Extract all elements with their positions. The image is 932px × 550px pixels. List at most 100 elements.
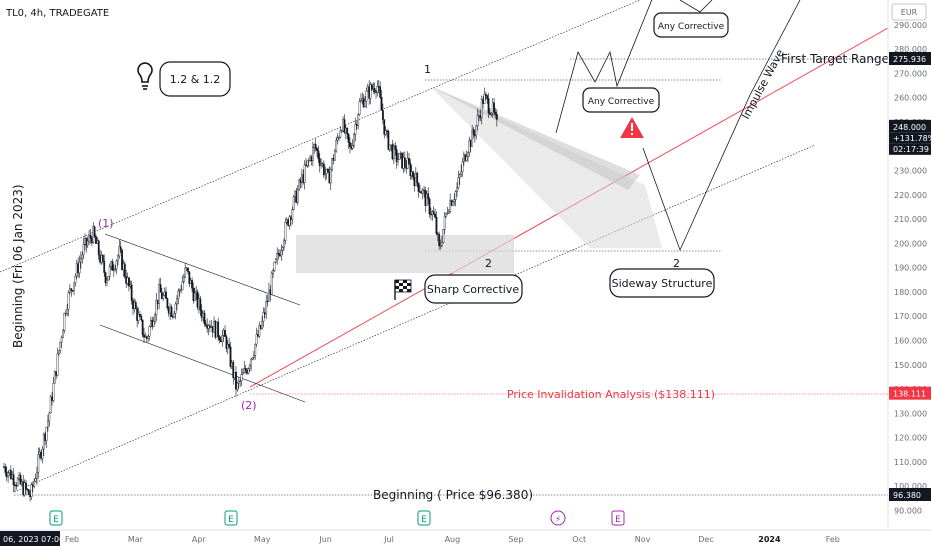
candle-body <box>254 343 257 356</box>
candle-body <box>397 159 399 162</box>
candle-body <box>53 371 56 384</box>
candle-body <box>137 313 140 321</box>
candle-body <box>59 341 62 351</box>
candle-body <box>174 303 177 314</box>
time-tick-label: Feb <box>826 535 840 544</box>
candle-body <box>443 216 446 230</box>
candle-body <box>7 472 10 478</box>
candle-body <box>108 266 111 277</box>
candle-body <box>56 353 59 376</box>
candle-body <box>239 380 242 382</box>
candle-body <box>204 323 207 326</box>
candle-body <box>79 258 82 263</box>
candle-body <box>472 129 475 135</box>
candle-body <box>298 179 301 190</box>
price-axis[interactable]: EUR 290.000280.000270.000260.000250.0002… <box>887 0 932 530</box>
price-tag-value: 248.000 <box>893 123 926 132</box>
invalidation-label: Price Invalidation Analysis ($138.111) <box>507 388 715 401</box>
candle-body <box>347 133 350 143</box>
candle-body <box>412 171 414 178</box>
time-tick-label: Apr <box>192 535 207 544</box>
dividend-event-icon[interactable] <box>550 510 566 526</box>
currency-button[interactable] <box>891 3 927 21</box>
candle-body <box>380 96 383 111</box>
candle-body <box>281 247 284 251</box>
sideway-structure-box: Sideway Structure <box>609 268 715 298</box>
candle-body <box>112 269 115 271</box>
candle-body <box>107 276 110 281</box>
wave-2-label: 2 <box>485 257 492 270</box>
price-tick-label: 270.000 <box>894 69 927 78</box>
price-tick-label: 160.000 <box>894 337 927 346</box>
time-tick-label: Nov <box>635 535 651 544</box>
price-tick-label: 110.000 <box>894 458 927 467</box>
candle-body <box>244 368 247 371</box>
candle-body <box>484 94 487 96</box>
candle-body <box>236 382 239 390</box>
candle-body <box>182 276 185 283</box>
earnings-event-icon[interactable] <box>417 510 431 526</box>
candle-body <box>34 478 37 482</box>
candle-body <box>47 420 49 428</box>
wave-1-label: 1 <box>424 63 431 76</box>
price-tag-sub <box>889 143 931 155</box>
candle-body <box>25 482 27 490</box>
candle-body <box>343 119 346 133</box>
candle-body <box>383 119 386 135</box>
candle-body <box>449 200 452 212</box>
candle-body <box>130 284 133 301</box>
candle-body <box>66 309 69 314</box>
candle-body <box>365 90 368 102</box>
candle-body <box>86 240 89 246</box>
candle-body <box>493 102 495 113</box>
candle-body <box>255 334 258 345</box>
candle-body <box>276 253 279 260</box>
candle-body <box>252 355 255 359</box>
candle-body <box>123 263 126 277</box>
candle-body <box>416 172 419 184</box>
candle-body <box>318 158 321 166</box>
any-corrective-top-text: Any Corrective <box>658 22 725 32</box>
candle-body <box>188 271 191 284</box>
price-tick-label: 190.000 <box>894 264 927 273</box>
candle-body <box>58 350 60 355</box>
time-cursor-tag <box>0 531 60 546</box>
projection-shade <box>430 86 662 248</box>
earnings-event-icon[interactable] <box>611 510 625 526</box>
candle-body <box>247 368 250 374</box>
candle-body <box>460 171 463 175</box>
price-tick-label: 170.000 <box>894 312 927 321</box>
price-tick-label: 200.000 <box>894 239 927 248</box>
candle-body <box>143 334 145 338</box>
event-markers: E E E ⚡ E <box>49 510 625 526</box>
candle-body <box>217 321 220 337</box>
candle-body <box>476 115 479 127</box>
time-start-label: 06, 2023 07:00 <box>3 535 64 544</box>
candle-body <box>240 374 243 381</box>
earnings-event-icon[interactable] <box>49 510 63 526</box>
earnings-event-icon[interactable] <box>224 510 238 526</box>
candle-body <box>262 312 265 322</box>
candle-body <box>221 335 224 343</box>
candle-body <box>438 234 441 247</box>
price-tick-label: 180.000 <box>894 288 927 297</box>
candle-body <box>394 145 397 150</box>
candle-body <box>229 346 232 367</box>
candle-body <box>235 372 237 390</box>
candle-body <box>384 130 387 135</box>
candle-body <box>218 336 221 341</box>
time-axis[interactable]: 06, 2023 07:00 Feb Mar Apr May Jun Jul Aug Sep O… <box>0 529 932 550</box>
candle-body <box>346 127 349 135</box>
candle-body <box>241 372 244 375</box>
candle-body <box>258 325 261 337</box>
price-tag-sub-text: +131.78% <box>893 134 932 143</box>
candle-body <box>311 147 314 161</box>
candle-body <box>191 280 193 289</box>
candle-body <box>314 144 317 149</box>
candle-body <box>395 149 398 162</box>
event-marker-label: E <box>53 515 59 525</box>
candle-body <box>435 216 438 234</box>
candle-body <box>272 270 274 274</box>
candle-body <box>379 86 382 98</box>
